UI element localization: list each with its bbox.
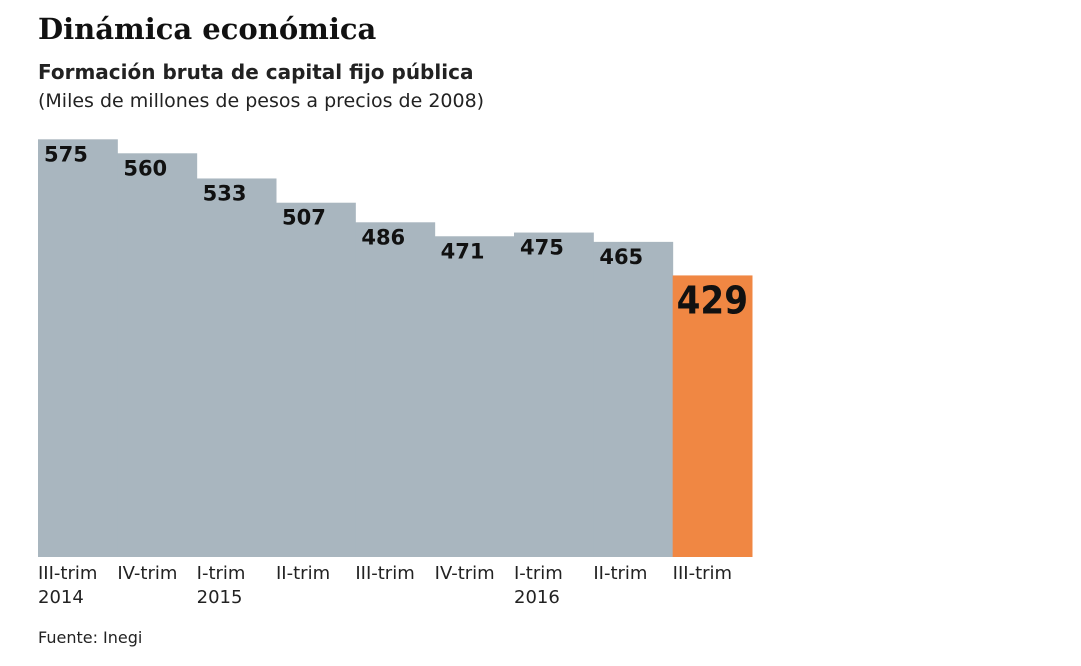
bar xyxy=(196,178,277,557)
value-label: 560 xyxy=(123,156,167,180)
value-label: 465 xyxy=(599,245,643,269)
x-tick-label: I-trim 2015 xyxy=(196,563,246,608)
x-tick-label: I-trim 2016 xyxy=(514,563,563,608)
chart-title: Dinámica económica xyxy=(38,12,377,46)
unit-note: (Miles de millones de pesos a precios de… xyxy=(38,90,485,112)
bar xyxy=(117,153,198,557)
value-label: 507 xyxy=(282,206,326,230)
x-tick-label: IV-trim xyxy=(117,563,178,584)
bar xyxy=(276,202,356,557)
value-label: 575 xyxy=(44,142,88,166)
bar xyxy=(593,241,674,557)
x-tick-label: II-trim xyxy=(276,563,331,584)
bar xyxy=(434,236,515,558)
x-tick-label: II-trim xyxy=(593,563,648,584)
value-label: 471 xyxy=(441,239,485,263)
x-tick-label: IV-trim xyxy=(434,563,495,584)
chart-subtitle: Formación bruta de capital fijo pública xyxy=(38,60,474,84)
x-tick-label: III-trim xyxy=(355,563,415,584)
value-label: 475 xyxy=(520,236,564,260)
bar xyxy=(514,232,594,557)
bar xyxy=(672,275,753,557)
x-tick-label: III-trim xyxy=(672,563,733,584)
value-label: 429 xyxy=(677,278,748,322)
bar xyxy=(355,222,436,557)
value-label: 486 xyxy=(361,225,405,249)
x-tick-label: III-trim 2014 xyxy=(38,563,98,608)
source: Fuente: Inegi xyxy=(38,628,143,647)
value-label: 533 xyxy=(203,181,247,205)
bar xyxy=(38,139,118,558)
